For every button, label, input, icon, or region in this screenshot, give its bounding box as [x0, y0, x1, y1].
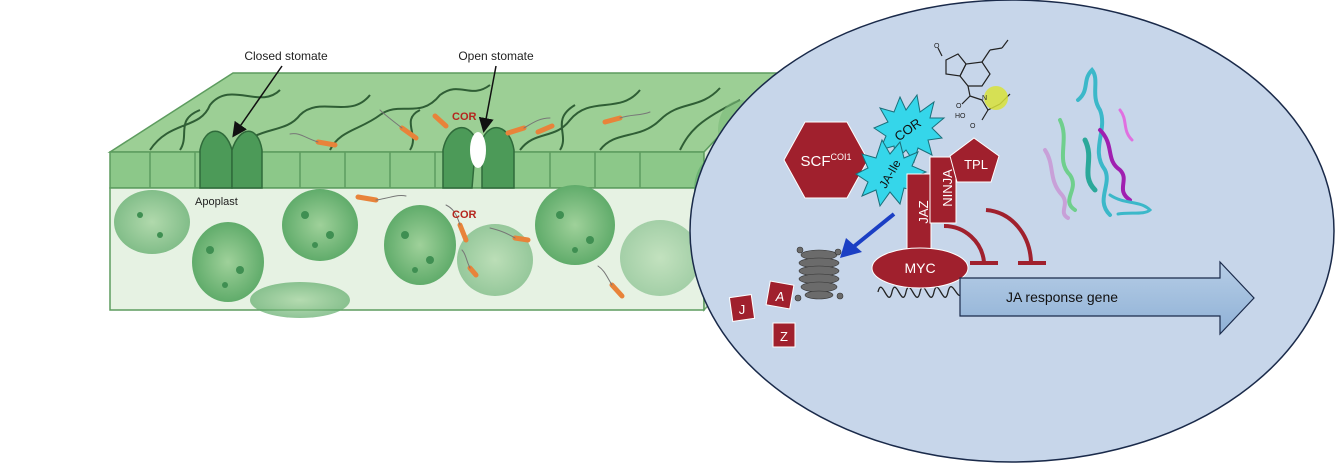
ja-response-gene-label: JA response gene [1006, 289, 1118, 305]
coronatine-highlight [984, 86, 1008, 110]
proteasome-icon [794, 246, 844, 302]
scf-label-superscript: COI1 [830, 152, 851, 162]
structure-atom-labels: O O N HO O [934, 43, 987, 130]
jaz-label: JAZ [916, 200, 931, 223]
nucleus-membrane [689, 0, 1335, 463]
tpl-corepressor [949, 137, 1000, 183]
fragment-j [728, 294, 756, 322]
open-stomate [442, 126, 515, 189]
closed-stomate [199, 130, 263, 189]
cor-label-surface: COR [452, 111, 477, 123]
bacteria [289, 109, 651, 299]
fragment-a [765, 280, 795, 310]
coronatine-structure [937, 39, 1011, 121]
myc-label: MYC [904, 260, 935, 276]
svg-text:O: O [934, 43, 940, 50]
open-stomate-label: Open stomate [458, 49, 534, 63]
ja-response-gene-arrow [959, 260, 1255, 336]
degraded-jaz-fragments: J A Z [728, 280, 796, 348]
mesophyll-cells [114, 100, 762, 318]
chloroplasts [137, 211, 594, 288]
degradation-arrow [850, 212, 896, 250]
svg-text:N: N [982, 95, 987, 102]
open-stomate-pointer [478, 65, 497, 133]
ja-ile-star [855, 138, 928, 208]
epidermal-cell-outlines [149, 84, 741, 151]
scf-label-main: SCF [800, 153, 830, 170]
cor-label-apoplast: COR [452, 209, 477, 221]
apoplast-label: Apoplast [195, 196, 238, 208]
closed-stomate-pointer [232, 65, 283, 138]
epidermis-dividers [149, 152, 641, 188]
fragment-z [772, 322, 796, 348]
degradation-arrowhead [840, 238, 862, 258]
leaf-cross-section: Closed stomate Open stomate Apoplast COR… [107, 49, 780, 318]
scf-label: SCFCOI1 [800, 152, 851, 170]
fragment-j-label: J [739, 302, 746, 317]
upper-epidermis [109, 151, 705, 189]
svg-text:O: O [956, 103, 962, 110]
ninja-protein [929, 156, 957, 224]
nucleus-panel: O O N HO O SCFCOI1 COR JA-Ile JAZ [689, 0, 1335, 463]
dna-strand [877, 286, 963, 298]
fragment-z-label: Z [780, 329, 788, 344]
cor-star [872, 93, 946, 164]
myc-transcription-factor [871, 247, 969, 289]
svg-text:HO: HO [955, 113, 966, 120]
protein-ribbon-structure [1043, 67, 1153, 220]
ninja-label: NINJA [940, 169, 955, 207]
scf-coi1-complex [783, 121, 869, 199]
tpl-label: TPL [964, 157, 988, 172]
repression-arcs [943, 208, 1046, 265]
svg-text:O: O [970, 123, 976, 130]
fragment-a-label: A [775, 289, 785, 304]
closed-stomate-label: Closed stomate [244, 49, 328, 63]
